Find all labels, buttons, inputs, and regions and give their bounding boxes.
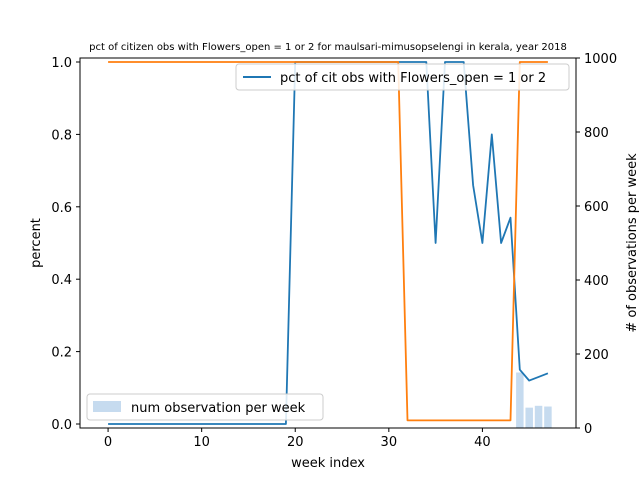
x-axis-label: week index (291, 456, 365, 471)
legend-bottom-swatch (93, 401, 121, 412)
y-tick-label-4: 0.8 (51, 128, 72, 143)
lines-layer (108, 61, 549, 425)
chart-title: pct of citizen obs with Flowers_open = 1… (89, 42, 567, 53)
legend-top-box (235, 63, 570, 91)
series-line-1 (108, 61, 548, 422)
y-right-axis-label: # of observations per week (625, 153, 640, 333)
y-tick-label-1: 0.2 (51, 346, 72, 361)
y-right-tick-label-4: 800 (584, 126, 609, 141)
bar-week-46 (534, 405, 543, 428)
bar-week-45 (525, 407, 533, 428)
bars-layer (516, 372, 552, 428)
legend-bottom-box (86, 393, 324, 421)
x-tick-label-4: 40 (474, 435, 491, 450)
ticks-layer: 0 10 20 30 40 0.0 0.2 0.4 0.6 0.8 1.0 0 200 400 600 800… (51, 52, 617, 450)
y-right-tick-label-0: 0 (584, 422, 592, 437)
x-tick-label-2: 20 (287, 435, 304, 450)
x-tick-label-1: 10 (193, 435, 210, 450)
bar-week-44 (516, 372, 524, 428)
legend-bottom-label: num observation per week (131, 401, 306, 416)
y-right-tick-label-5: 1000 (584, 52, 617, 67)
y-right-tick-label-1: 200 (584, 348, 609, 363)
y-tick-label-5: 1.0 (51, 56, 72, 71)
y-axis-label: percent (29, 218, 44, 268)
y-right-tick-label-2: 400 (584, 274, 609, 289)
bar-week-47 (544, 406, 552, 428)
x-tick-label-3: 30 (381, 435, 398, 450)
y-tick-label-3: 0.6 (51, 201, 72, 216)
legend-top-label: pct of cit obs with Flowers_open = 1 or … (280, 71, 546, 86)
legend-top: pct of cit obs with Flowers_open = 1 or … (235, 63, 570, 91)
series-line-0 (108, 61, 549, 425)
y-tick-label-0: 0.0 (51, 418, 72, 433)
legend-bottom: num observation per week (86, 393, 324, 421)
y-right-tick-label-3: 600 (584, 200, 609, 215)
y-tick-label-2: 0.4 (51, 273, 72, 288)
x-tick-label-0: 0 (104, 435, 112, 450)
plot-frame (79, 57, 577, 429)
